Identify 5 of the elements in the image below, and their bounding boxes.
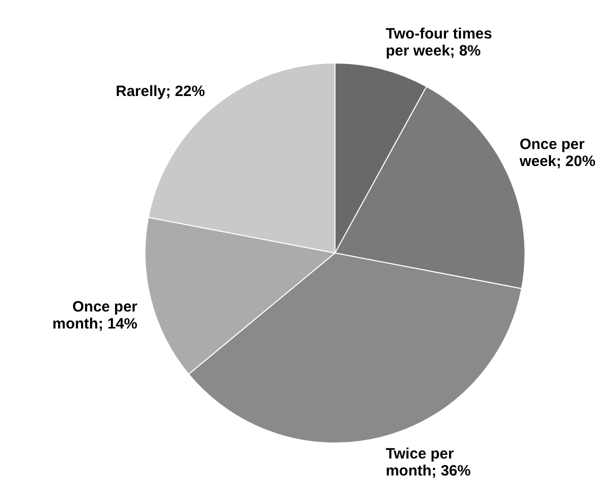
slice-label: Once per week; 20%	[518, 136, 596, 170]
slice-label: Once per month; 14%	[52, 298, 138, 333]
slice-label: Rarelly; 22%	[116, 82, 205, 100]
slice-label: Twice per month; 36%	[386, 446, 471, 480]
slice-label: Two-four times per week; 8%	[386, 25, 492, 60]
